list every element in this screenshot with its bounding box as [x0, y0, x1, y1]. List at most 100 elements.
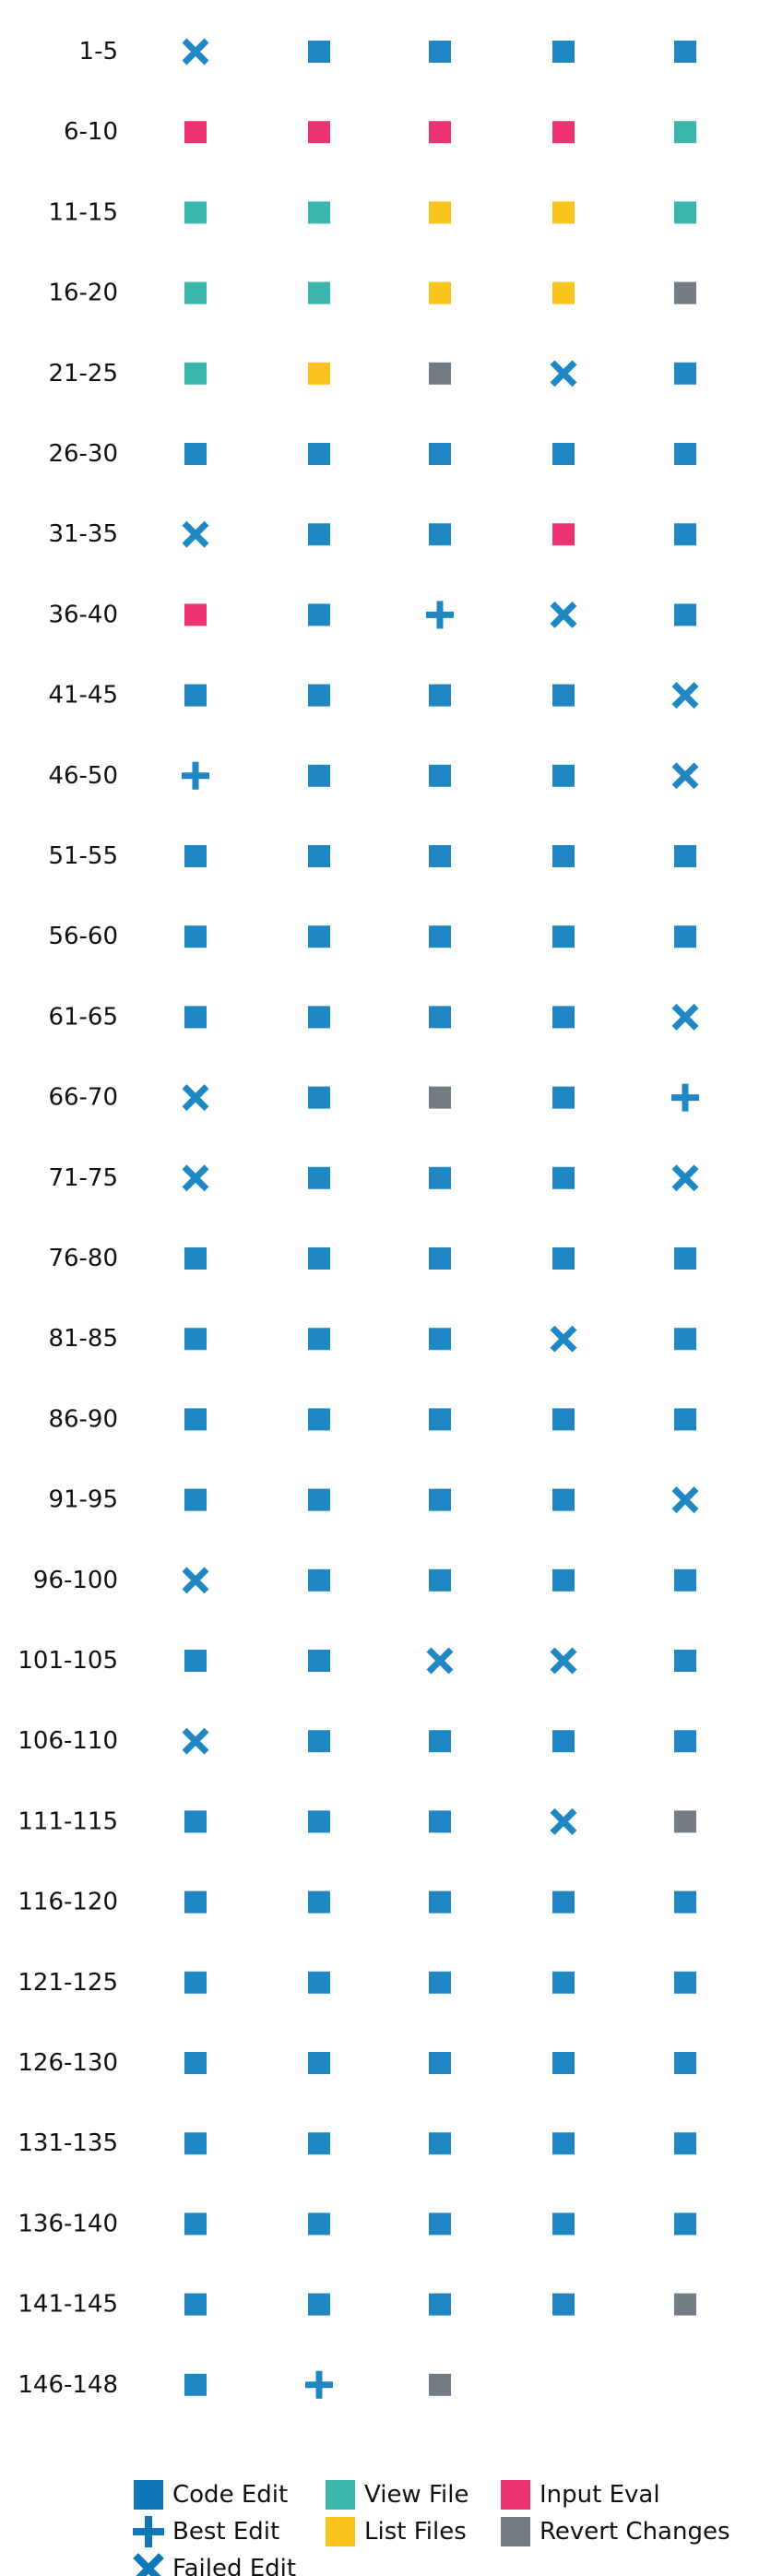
- row-label: 106-110: [18, 1727, 118, 1755]
- row-label: 126-130: [18, 2049, 118, 2077]
- code-edit-marker: [308, 1247, 330, 1270]
- code-edit-marker: [674, 1328, 696, 1351]
- grid-row: 121-125: [18, 1969, 696, 1997]
- grid-row: 116-120: [18, 1889, 696, 1916]
- view-file-marker: [308, 201, 330, 224]
- grid-row: 86-90: [48, 1405, 696, 1433]
- failed-edit-marker: [671, 1164, 699, 1192]
- best-edit-marker: [182, 761, 209, 790]
- code-edit-marker: [674, 1890, 696, 1914]
- revert-changes-legend-swatch: [501, 2517, 530, 2546]
- failed-edit-marker: [550, 1647, 577, 1675]
- code-edit-marker: [184, 2293, 207, 2316]
- revert-changes-marker: [674, 281, 696, 304]
- input-eval-legend-swatch: [501, 2480, 530, 2510]
- revert-changes-marker: [429, 2373, 451, 2396]
- code-edit-marker: [674, 443, 696, 465]
- grid-row: 21-25: [48, 360, 696, 388]
- row-label: 81-85: [48, 1325, 118, 1353]
- code-edit-marker: [308, 603, 330, 626]
- row-label: 111-115: [18, 1807, 118, 1835]
- list-files-marker: [429, 281, 451, 304]
- code-edit-marker: [552, 925, 575, 948]
- code-edit-marker: [184, 1488, 207, 1511]
- code-edit-marker: [184, 684, 207, 707]
- code-edit-marker: [674, 2052, 696, 2074]
- grid-row: 141-145: [18, 2291, 696, 2319]
- code-edit-marker: [552, 2293, 575, 2316]
- grid-row: 71-75: [48, 1164, 699, 1192]
- row-label: 121-125: [18, 1969, 118, 1997]
- revert-changes-marker: [674, 2293, 696, 2316]
- code-edit-marker: [552, 1006, 575, 1029]
- code-edit-marker: [552, 1971, 575, 1994]
- view-file-marker: [184, 362, 207, 385]
- legend-item: Input Eval: [501, 2480, 660, 2510]
- legend-label: Code Edit: [172, 2481, 288, 2509]
- failed-edit-marker: [550, 360, 577, 388]
- code-edit-marker: [184, 2373, 207, 2396]
- code-edit-marker: [308, 2212, 330, 2236]
- legend-label: Revert Changes: [540, 2518, 730, 2546]
- code-edit-marker: [429, 523, 451, 546]
- row-label: 51-55: [48, 842, 118, 870]
- code-edit-marker: [308, 684, 330, 707]
- code-edit-marker: [308, 1006, 330, 1029]
- grid-row: 146-148: [18, 2370, 451, 2399]
- grid-row: 26-30: [48, 440, 696, 468]
- code-edit-marker: [308, 443, 330, 465]
- grid-row: 136-140: [18, 2210, 696, 2237]
- code-edit-marker: [184, 1890, 207, 1914]
- grid-row: 126-130: [18, 2049, 696, 2077]
- input-eval-marker: [184, 603, 207, 626]
- grid-row: 111-115: [18, 1807, 696, 1835]
- code-edit-marker: [429, 2212, 451, 2236]
- code-edit-marker: [429, 2293, 451, 2316]
- row-label: 41-45: [48, 682, 118, 710]
- code-edit-marker: [184, 1650, 207, 1672]
- code-edit-marker: [552, 1247, 575, 1270]
- view-file-marker: [674, 121, 696, 144]
- code-edit-marker: [674, 1568, 696, 1592]
- list-files-marker: [429, 201, 451, 224]
- grid-row: 11-15: [48, 198, 696, 226]
- code-edit-marker: [552, 1166, 575, 1189]
- code-edit-marker: [429, 845, 451, 867]
- legend-label: Best Edit: [172, 2518, 279, 2546]
- code-edit-marker: [308, 1328, 330, 1351]
- code-edit-marker: [552, 2132, 575, 2155]
- code-edit-marker: [552, 2212, 575, 2236]
- grid-row: 91-95: [48, 1486, 699, 1514]
- code-edit-marker: [429, 1166, 451, 1189]
- grid-row: 46-50: [48, 761, 699, 790]
- code-edit-marker: [429, 1488, 451, 1511]
- grid-row: 51-55: [48, 842, 696, 870]
- revert-changes-marker: [429, 1086, 451, 1109]
- row-label: 141-145: [18, 2291, 118, 2319]
- failed-edit-marker: [182, 38, 209, 66]
- row-label: 131-135: [18, 2129, 118, 2157]
- code-edit-marker: [184, 1328, 207, 1351]
- row-label: 56-60: [48, 923, 118, 950]
- code-edit-marker: [184, 443, 207, 465]
- failed-edit-legend-swatch: [133, 2553, 164, 2576]
- code-edit-marker: [429, 1810, 451, 1833]
- grid-row: 36-40: [48, 601, 696, 628]
- row-label: 26-30: [48, 440, 118, 468]
- failed-edit-marker: [182, 1727, 209, 1755]
- row-label: 31-35: [48, 520, 118, 548]
- failed-edit-marker: [182, 520, 209, 548]
- code-edit-marker: [674, 2212, 696, 2236]
- code-edit-marker: [429, 41, 451, 63]
- code-edit-marker: [429, 1568, 451, 1592]
- code-edit-marker: [184, 845, 207, 867]
- row-label: 1-5: [79, 38, 118, 66]
- code-edit-marker: [308, 1810, 330, 1833]
- code-edit-marker: [674, 603, 696, 626]
- code-edit-marker: [308, 845, 330, 867]
- failed-edit-marker: [671, 1486, 699, 1514]
- code-edit-marker: [552, 684, 575, 707]
- input-eval-marker: [184, 121, 207, 144]
- code-edit-marker: [184, 1247, 207, 1270]
- code-edit-marker: [308, 1408, 330, 1431]
